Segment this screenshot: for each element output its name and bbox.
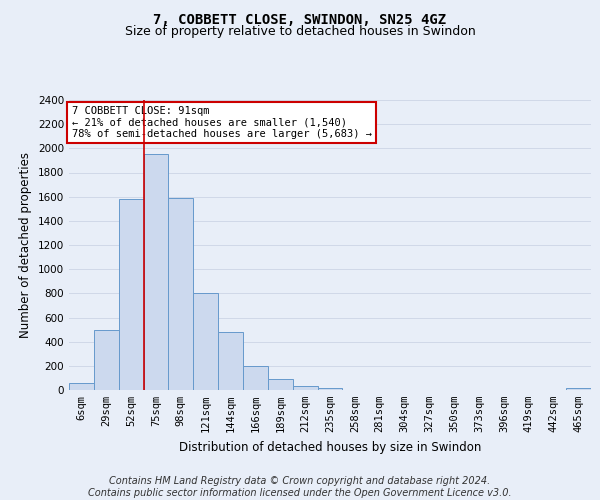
Bar: [268, 379, 293, 390]
Bar: [243, 366, 268, 390]
Bar: [69, 383, 94, 390]
Bar: [94, 330, 119, 390]
Text: 7, COBBETT CLOSE, SWINDON, SN25 4GZ: 7, COBBETT CLOSE, SWINDON, SN25 4GZ: [154, 12, 446, 26]
Bar: [169, 198, 193, 390]
Bar: [317, 388, 343, 390]
X-axis label: Distribution of detached houses by size in Swindon: Distribution of detached houses by size …: [179, 440, 481, 454]
Bar: [566, 388, 591, 390]
Bar: [119, 199, 143, 390]
Text: Contains HM Land Registry data © Crown copyright and database right 2024.
Contai: Contains HM Land Registry data © Crown c…: [88, 476, 512, 498]
Bar: [193, 294, 218, 390]
Bar: [143, 154, 169, 390]
Text: Size of property relative to detached houses in Swindon: Size of property relative to detached ho…: [125, 25, 475, 38]
Text: 7 COBBETT CLOSE: 91sqm
← 21% of detached houses are smaller (1,540)
78% of semi-: 7 COBBETT CLOSE: 91sqm ← 21% of detached…: [71, 106, 371, 139]
Y-axis label: Number of detached properties: Number of detached properties: [19, 152, 32, 338]
Bar: [218, 332, 243, 390]
Bar: [293, 386, 317, 390]
